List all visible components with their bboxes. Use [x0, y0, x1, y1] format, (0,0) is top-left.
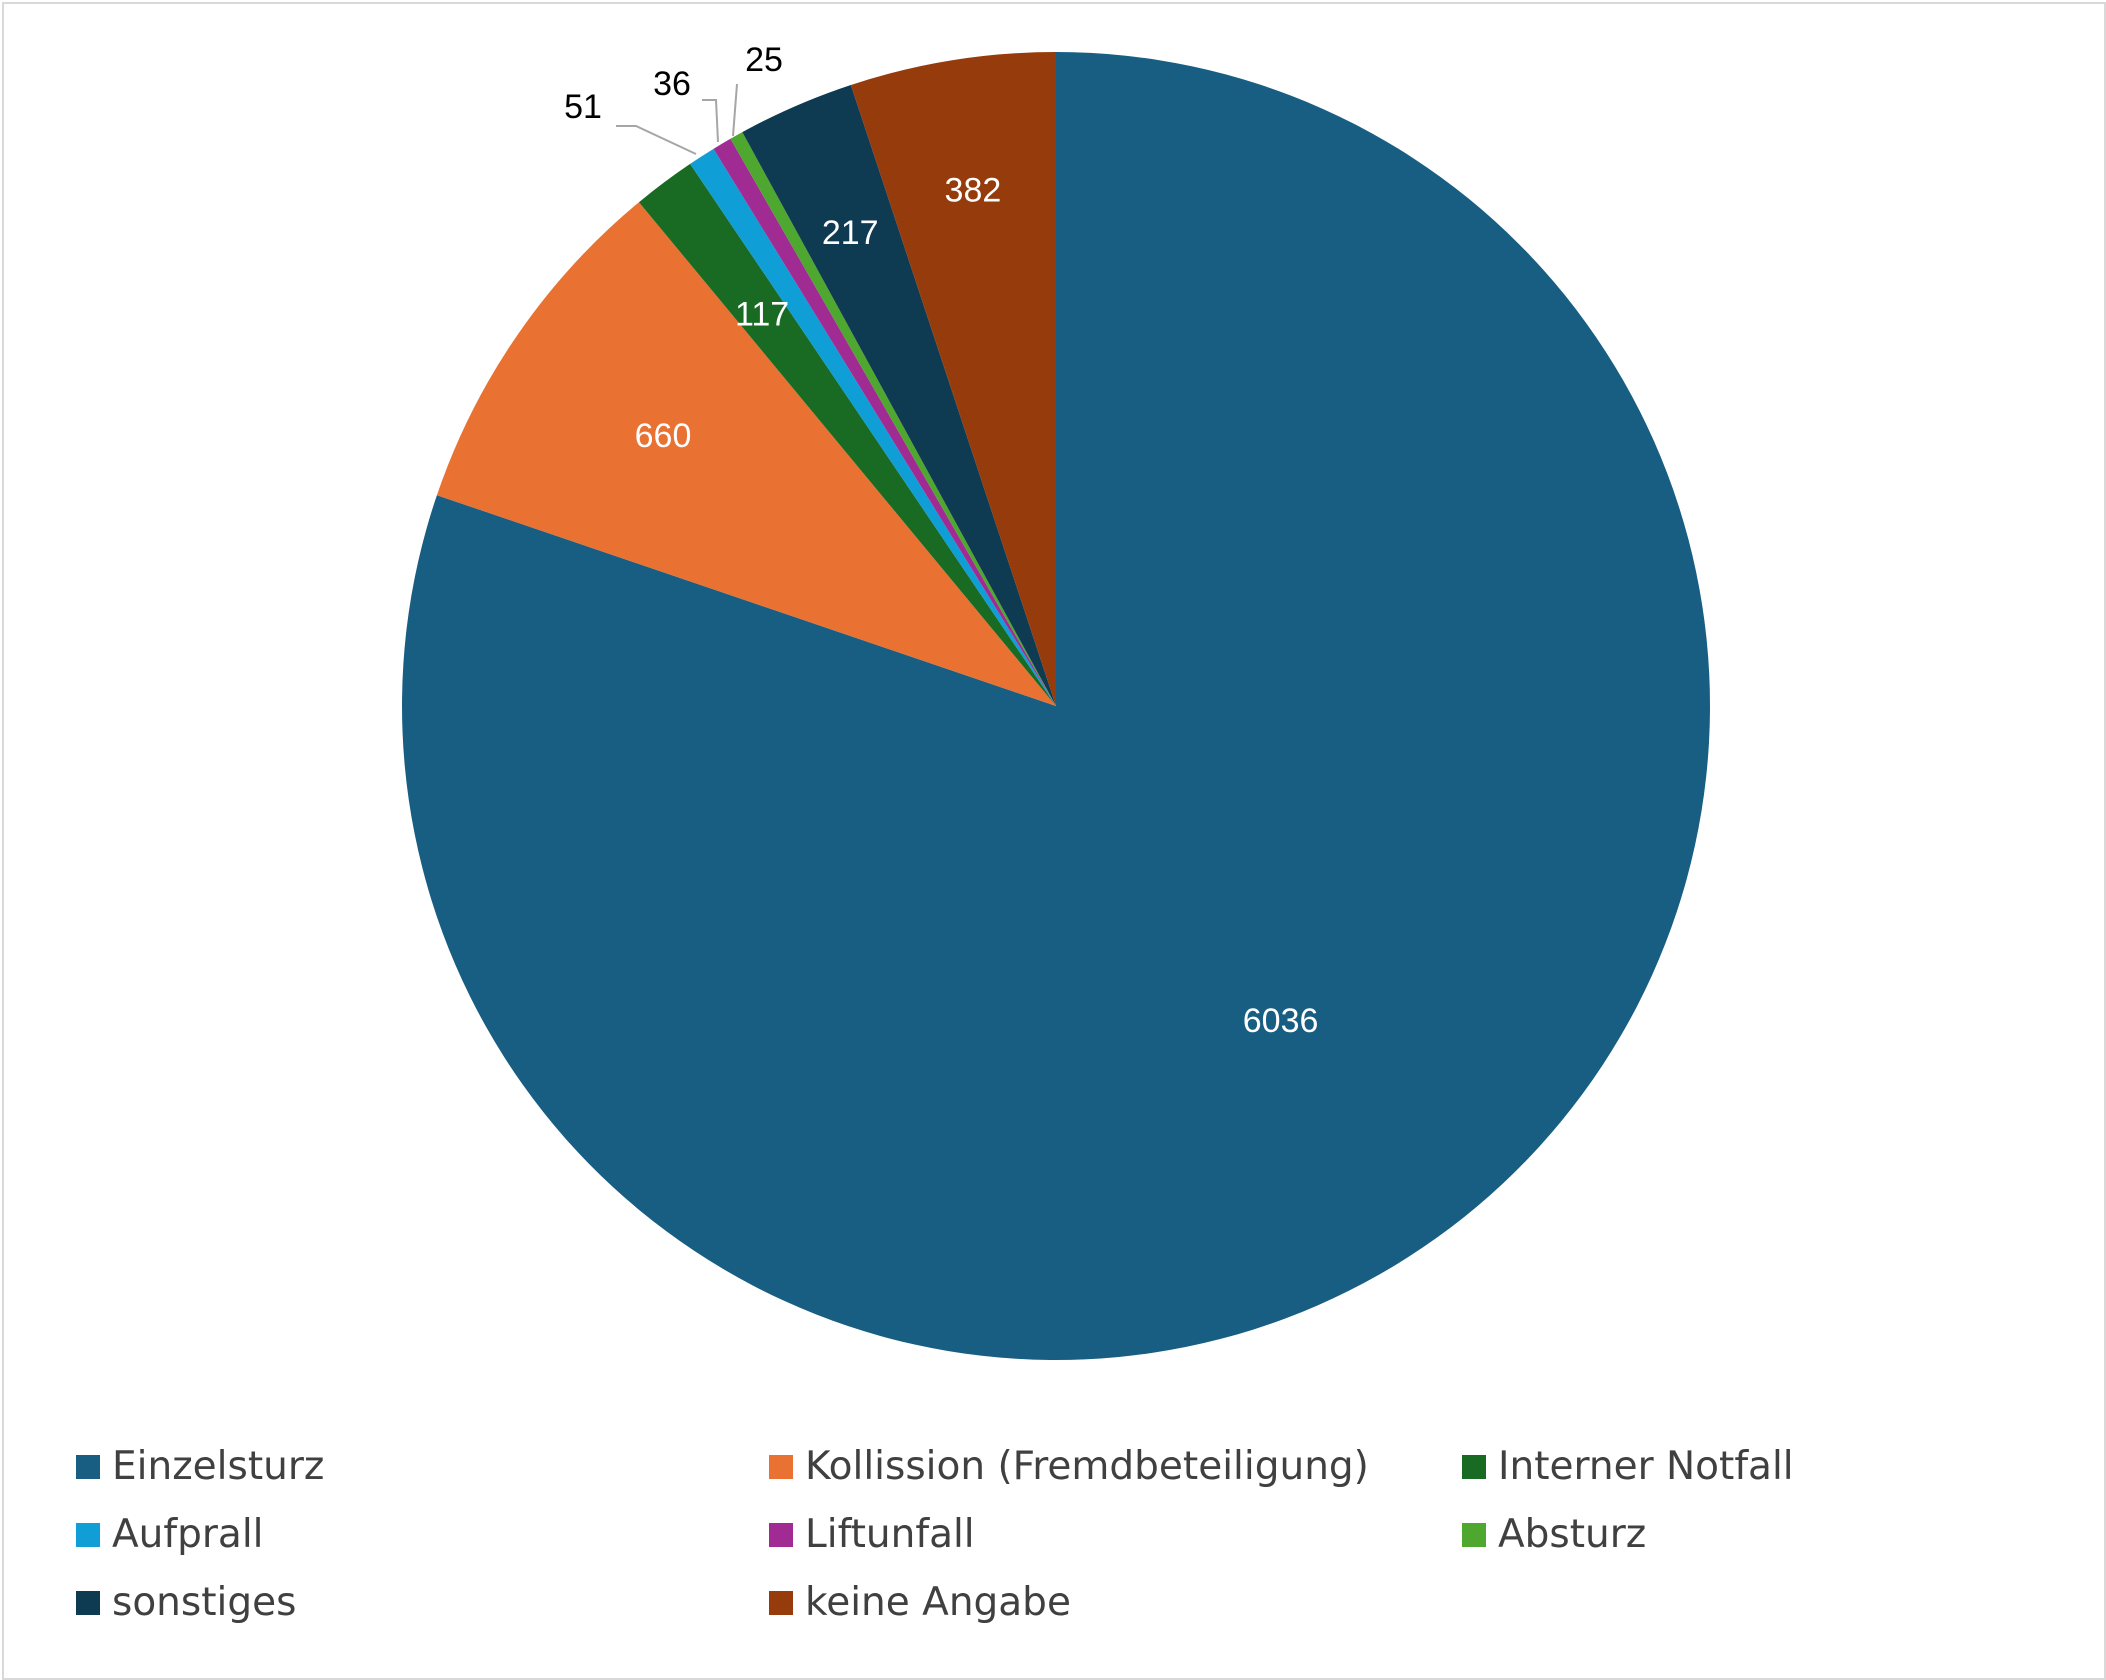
legend-label: Interner Notfall — [1498, 1444, 1794, 1489]
legend-item-einzelsturz: Einzelsturz — [76, 1444, 769, 1489]
pie-slice-interner-notfall — [638, 163, 1056, 706]
pie-slice-aufprall — [690, 148, 1056, 707]
data-label-liftunfall: 36 — [653, 65, 691, 103]
legend-swatch — [1462, 1522, 1486, 1547]
pie-slice-sonstiges — [742, 85, 1056, 706]
leader-line-liftunfall — [702, 99, 719, 143]
legend-swatch — [769, 1454, 793, 1479]
data-label-absturz: 25 — [745, 41, 783, 79]
legend-label: Aufprall — [112, 1512, 264, 1557]
legend-item-interner-notfall: Interner Notfall — [1462, 1444, 2036, 1489]
pie-slice-einzelsturz — [402, 52, 1711, 1360]
legend-label: sonstiges — [112, 1580, 297, 1625]
legend-label: Kollission (Fremdbeteiligung) — [805, 1444, 1369, 1489]
legend-item-aufprall: Aufprall — [76, 1512, 769, 1557]
legend-item-kollission: Kollission (Fremdbeteiligung) — [769, 1444, 1462, 1489]
legend-label: keine Angabe — [805, 1580, 1071, 1625]
legend-item-absturz: Absturz — [1462, 1512, 2036, 1557]
data-label-keine-angabe: 382 — [945, 171, 1002, 209]
legend-swatch — [76, 1590, 100, 1615]
pie-slice-kollission-fremdbeteiligung — [436, 202, 1056, 706]
pie-slice-absturz — [730, 132, 1056, 706]
legend-label: Absturz — [1498, 1512, 1647, 1557]
data-label-aufprall: 51 — [564, 88, 602, 126]
data-label-einzelsturz: 6036 — [1243, 1002, 1319, 1040]
pie-slice-keine-angabe — [850, 52, 1056, 706]
legend-item-sonstiges: sonstiges — [76, 1580, 769, 1625]
pie-slice-liftunfall — [713, 138, 1056, 707]
legend-swatch — [769, 1522, 793, 1547]
leader-line-aufprall — [616, 125, 697, 155]
legend-swatch — [76, 1522, 100, 1547]
legend-label: Liftunfall — [805, 1512, 975, 1557]
legend: Einzelsturz Kollission (Fremdbeteiligung… — [76, 1444, 2036, 1625]
legend-swatch — [76, 1454, 100, 1479]
legend-item-liftunfall: Liftunfall — [769, 1512, 1462, 1557]
data-label-sonstiges: 217 — [822, 214, 879, 252]
leader-line-absturz — [732, 83, 738, 137]
data-label-kollission-fremdbeteiligung: 660 — [635, 417, 692, 455]
legend-swatch — [769, 1590, 793, 1615]
legend-label: Einzelsturz — [112, 1444, 325, 1489]
legend-swatch — [1462, 1454, 1486, 1479]
legend-item-keine-angabe: keine Angabe — [769, 1580, 1462, 1625]
data-label-interner-notfall: 117 — [735, 295, 789, 333]
pie-chart: 6036 660 117 51 36 25 217 382 — [402, 41, 1711, 1360]
